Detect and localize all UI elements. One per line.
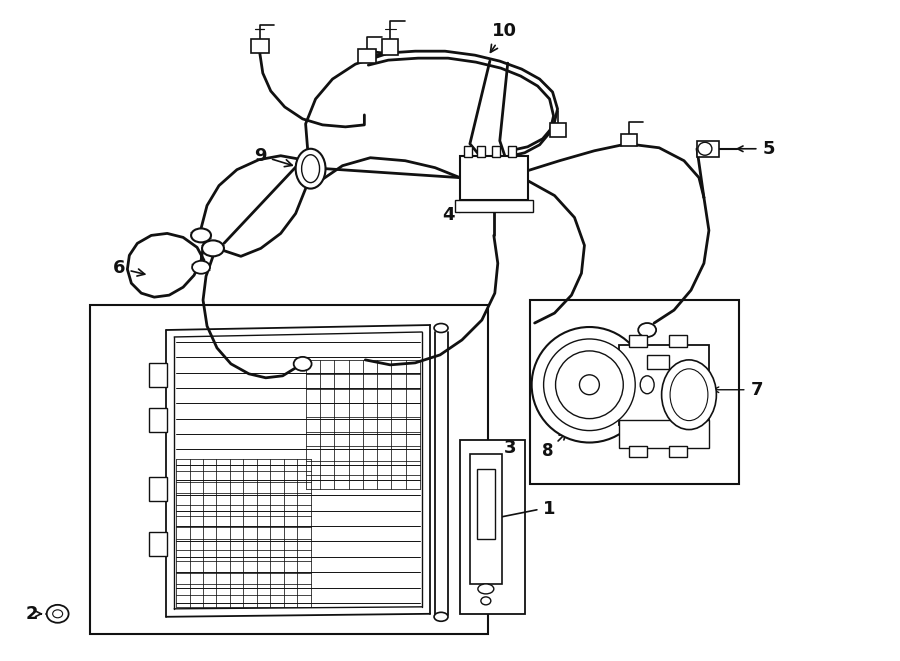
Bar [669, 446, 687, 457]
Bar [491, 146, 500, 157]
Bar [550, 123, 565, 137]
Ellipse shape [192, 261, 210, 274]
Bar [619, 345, 709, 424]
Bar [455, 200, 533, 212]
Text: 4: 4 [442, 205, 481, 225]
Circle shape [555, 351, 624, 418]
Ellipse shape [191, 229, 211, 243]
Ellipse shape [638, 323, 656, 337]
Text: 9: 9 [255, 147, 292, 167]
Text: 6: 6 [113, 259, 145, 277]
Ellipse shape [202, 241, 224, 256]
Circle shape [544, 339, 635, 430]
Bar [477, 146, 485, 157]
Bar [464, 146, 472, 157]
Bar [621, 134, 637, 146]
Text: 10: 10 [491, 22, 518, 52]
Ellipse shape [302, 155, 319, 182]
Ellipse shape [662, 360, 716, 430]
Circle shape [532, 327, 647, 442]
Ellipse shape [481, 597, 491, 605]
Ellipse shape [296, 149, 326, 188]
Text: 8: 8 [542, 433, 566, 461]
Bar [629, 446, 647, 457]
Ellipse shape [53, 610, 63, 618]
Ellipse shape [434, 323, 448, 332]
Ellipse shape [478, 584, 494, 594]
Bar [508, 146, 516, 157]
Text: 2: 2 [25, 605, 38, 623]
Bar [619, 420, 709, 447]
Bar [149, 532, 167, 556]
Ellipse shape [47, 605, 68, 623]
Bar [382, 39, 398, 55]
Text: 1: 1 [543, 500, 555, 518]
Bar [669, 335, 687, 347]
Circle shape [580, 375, 599, 395]
Ellipse shape [670, 369, 708, 420]
Bar [697, 141, 719, 157]
Ellipse shape [434, 612, 448, 621]
Ellipse shape [640, 376, 654, 394]
Bar [470, 455, 502, 584]
Bar [460, 440, 525, 614]
Ellipse shape [698, 142, 712, 155]
Bar [149, 477, 167, 501]
Bar [89, 305, 488, 634]
Bar [358, 49, 376, 63]
Bar [149, 363, 167, 387]
Bar [629, 335, 647, 347]
Bar [477, 469, 495, 539]
Bar [460, 156, 527, 200]
Bar [647, 355, 669, 369]
Ellipse shape [293, 357, 311, 371]
Text: 3: 3 [489, 438, 516, 471]
Text: 7: 7 [751, 381, 763, 399]
Bar [530, 300, 739, 485]
Bar [149, 408, 167, 432]
Bar [251, 39, 269, 53]
Text: 5: 5 [762, 139, 775, 158]
